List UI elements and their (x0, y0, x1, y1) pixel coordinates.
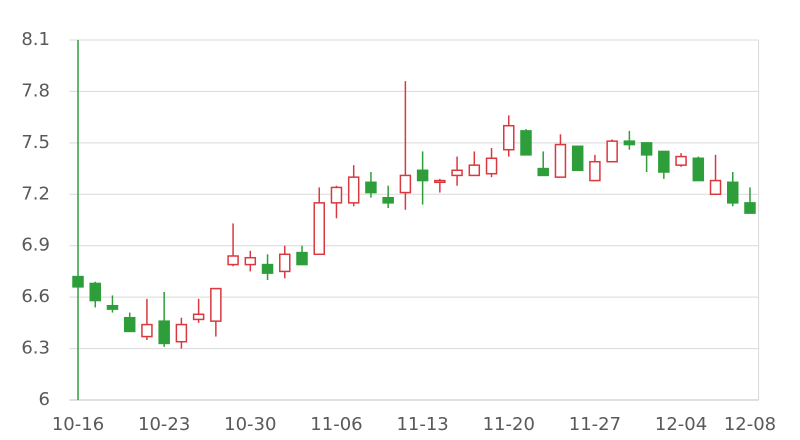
candle-body (175, 323, 188, 343)
candle-body (468, 164, 481, 177)
x-tick-label: 12-04 (655, 414, 707, 435)
candle-body (744, 202, 756, 214)
candle-body (106, 304, 119, 310)
candle-body (210, 287, 222, 322)
candle-body (503, 124, 515, 151)
candle-body (365, 181, 377, 194)
candle-body (313, 202, 325, 256)
candle-body (658, 150, 670, 173)
candle-body (227, 255, 239, 266)
candle-body (296, 251, 308, 266)
candle-body (640, 142, 653, 156)
y-tick-label: 7.8 (21, 80, 50, 101)
x-tick-label: 11-06 (310, 414, 362, 435)
y-tick-label: 6.6 (21, 286, 50, 307)
candle-body (141, 323, 153, 338)
candle-body (589, 160, 601, 182)
y-tick-label: 7.5 (21, 132, 50, 153)
candle-body (623, 140, 636, 146)
y-tick-label: 8.1 (21, 29, 50, 50)
candle-body (192, 313, 205, 321)
candle-body (606, 140, 618, 163)
y-tick-label: 6.3 (21, 338, 50, 359)
candle-body (485, 157, 498, 175)
candle-body (261, 263, 274, 274)
candle-body (382, 196, 394, 204)
candle-body (727, 181, 739, 204)
candle-body (451, 169, 463, 177)
candle-body (158, 320, 170, 345)
y-tick-label: 7.2 (21, 183, 50, 204)
candle-body (347, 176, 360, 204)
candle-body (244, 256, 257, 266)
candle-body (279, 253, 291, 273)
candle-body (434, 179, 446, 184)
candle-body (399, 174, 412, 194)
candle-body (520, 130, 532, 156)
x-tick-label: 10-16 (52, 414, 104, 435)
candle-body (537, 167, 549, 177)
candle-body (709, 179, 722, 196)
y-tick-label: 6 (39, 389, 50, 410)
y-tick-label: 6.9 (21, 235, 50, 256)
x-tick-label: 11-13 (396, 414, 448, 435)
candle-body (692, 157, 705, 182)
candle-body (554, 143, 567, 178)
candle-body (123, 316, 136, 333)
x-tick-label: 11-20 (483, 414, 535, 435)
candle-body (330, 186, 343, 204)
candle-body (89, 282, 101, 302)
candle-body (416, 169, 429, 182)
candle-body (72, 275, 84, 288)
candle-body (571, 145, 584, 172)
candle-body (675, 155, 687, 166)
x-tick-label: 10-23 (138, 414, 190, 435)
x-tick-label: 10-30 (224, 414, 276, 435)
x-tick-label: 12-08 (724, 414, 776, 435)
x-tick-label: 11-27 (569, 414, 621, 435)
